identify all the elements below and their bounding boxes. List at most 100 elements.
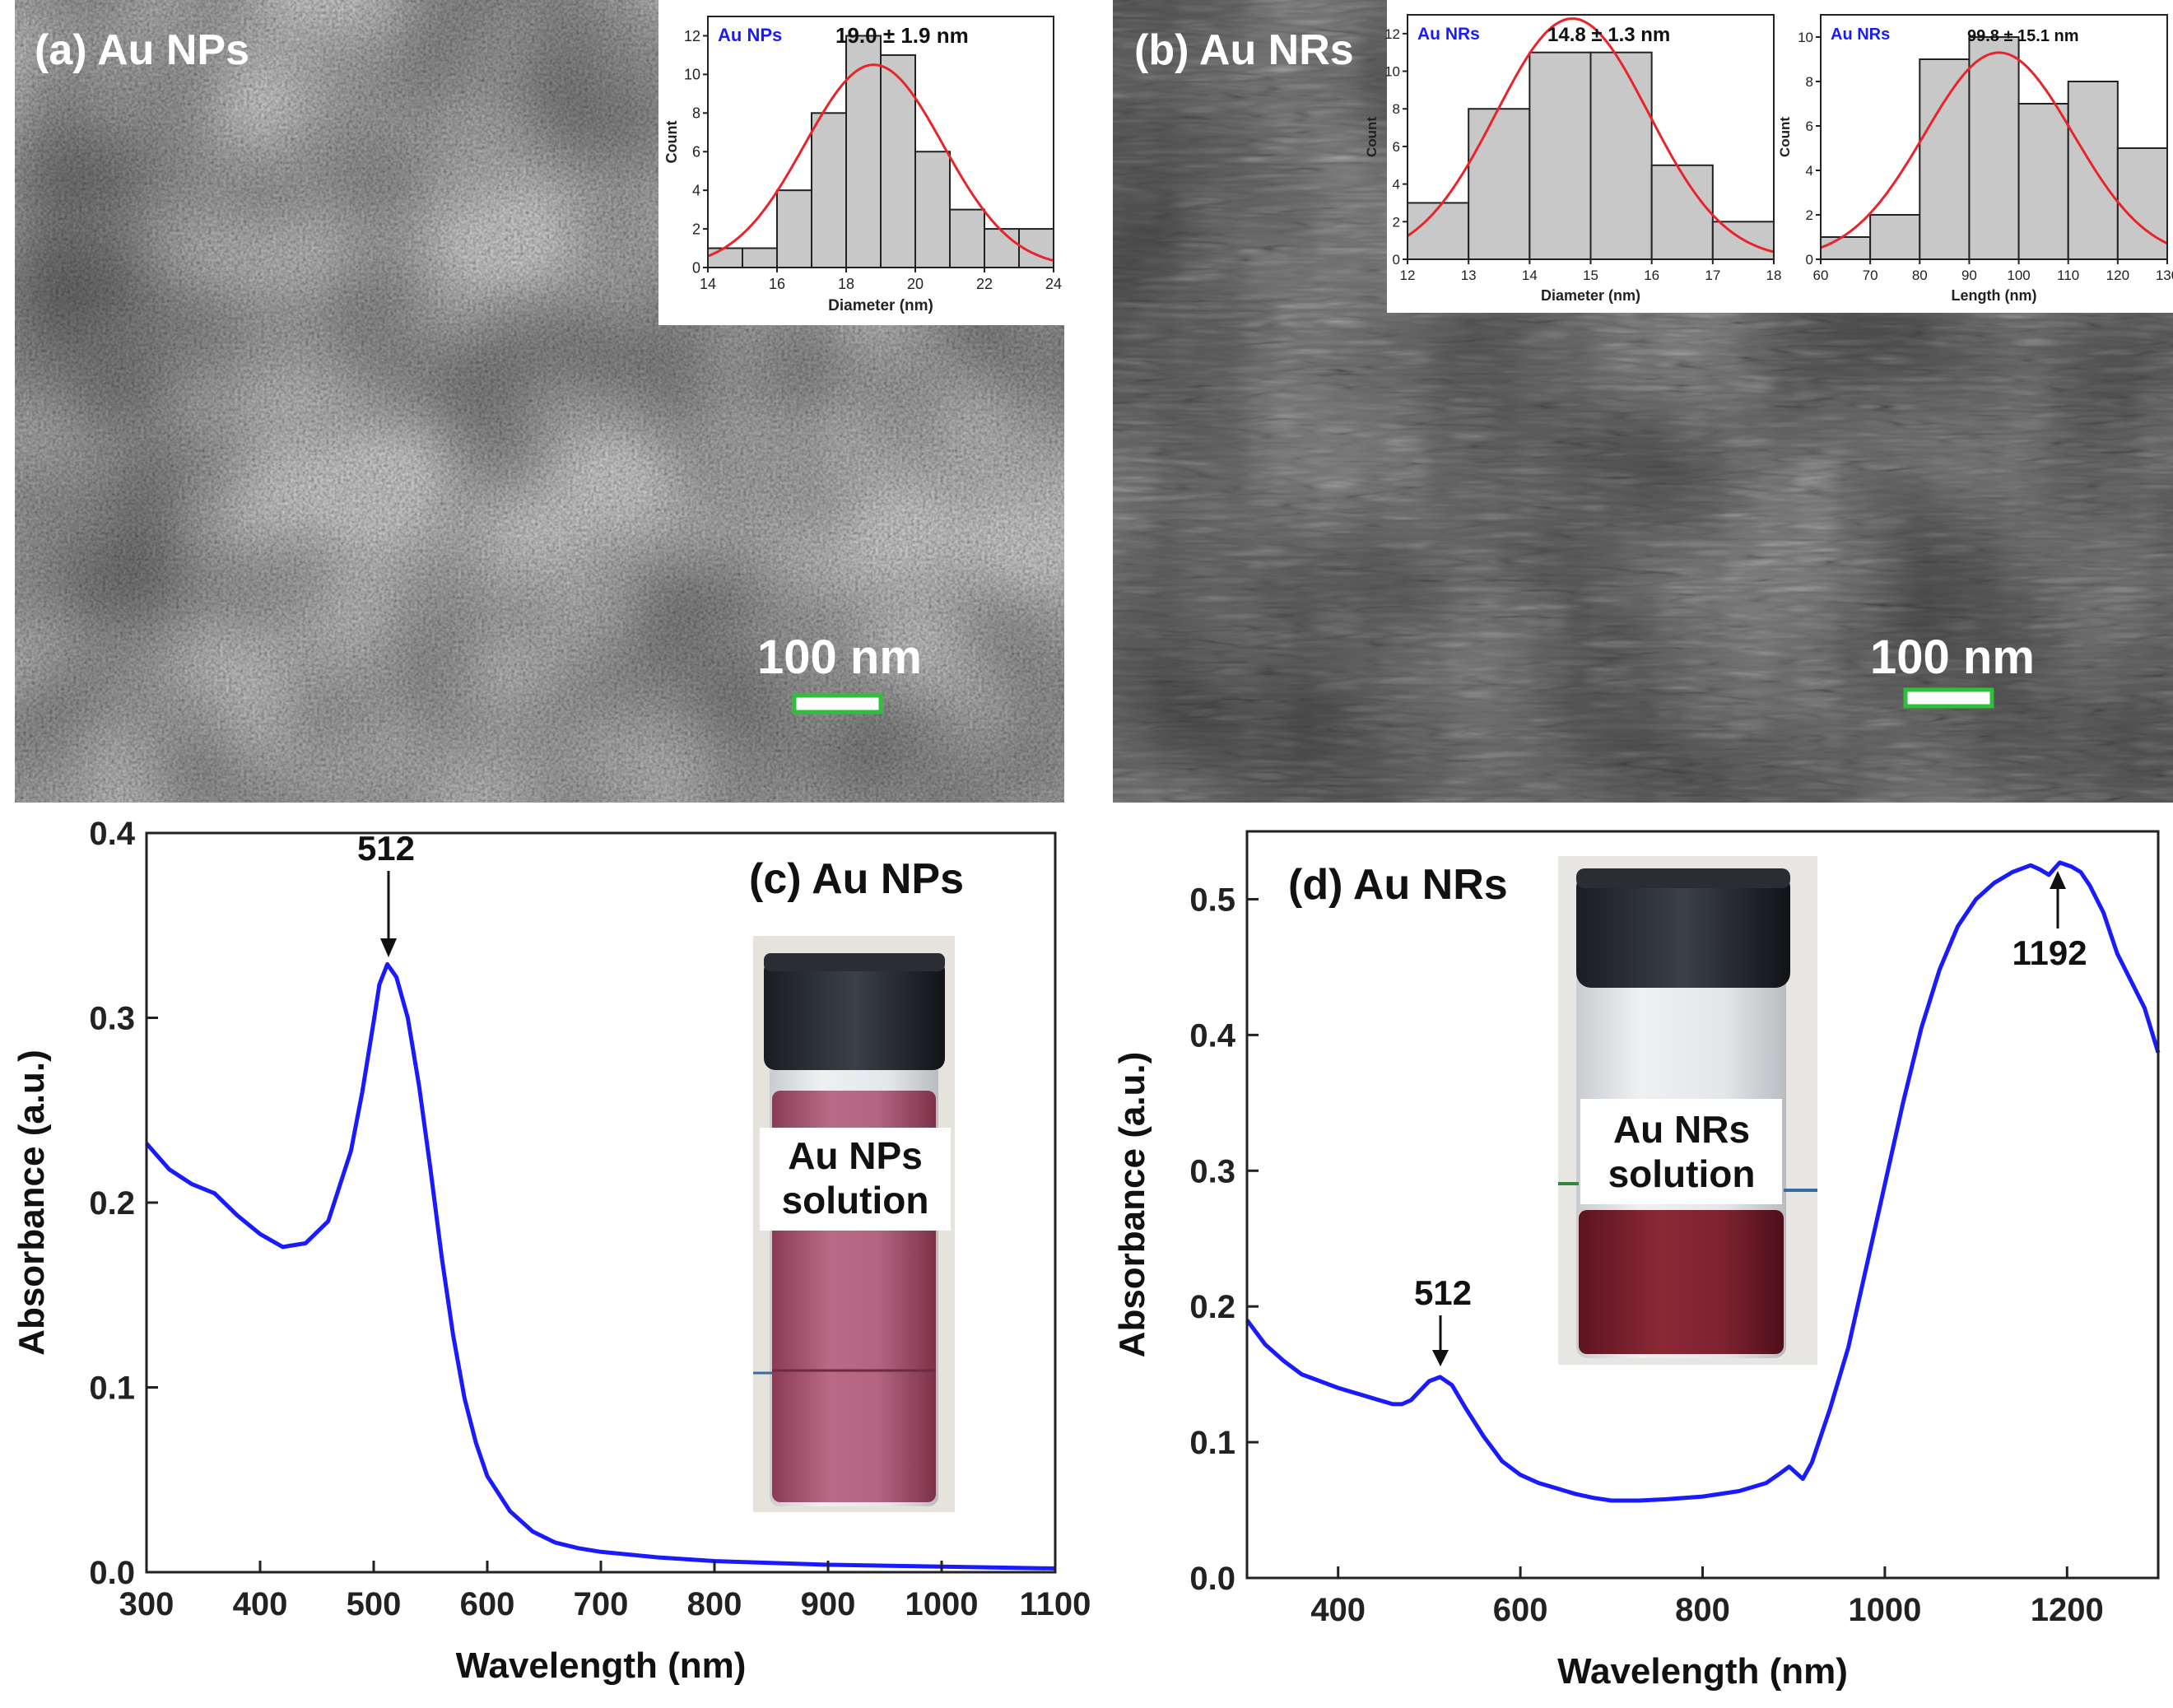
y-tick-label: 8 (692, 105, 700, 122)
spectrum-chart-d: 400 600 800 1000 1200 0.0 0.1 0.2 0.3 0.4 0.5 Wavel… (1112, 830, 2161, 1692)
panel-label-d: (d) Au NRs (1288, 861, 1508, 909)
y-tick-label: 0 (692, 259, 700, 276)
histogram-bar (2067, 81, 2119, 260)
histogram-bar (776, 189, 812, 268)
vial-label-box-c (760, 1128, 951, 1231)
y-tick-label: 6 (692, 144, 700, 161)
histogram-bar (2116, 147, 2169, 260)
absorbance-spectrum-line (145, 961, 1056, 1571)
histogram-bar (984, 228, 1020, 269)
y-tick-label: 8 (1806, 74, 1813, 90)
x-tick-label: 120 (2106, 268, 2129, 283)
x-tick-label: 14 (700, 276, 716, 292)
scale-bar-b: 100 nm (1870, 631, 2035, 709)
y-tick-label: 0.3 (89, 1001, 135, 1037)
spectrum-chart-c: 300 400 500 600 700 800 900 1000 1100 0.0 0.1 0.2 0.… (12, 816, 1091, 1686)
x-tick-label: 18 (1766, 268, 1782, 283)
histogram-bar (707, 247, 743, 268)
x-tick-label: 17 (1705, 268, 1720, 283)
x-tick-label: 1000 (1848, 1592, 1921, 1628)
y-axis-label: Count (663, 121, 680, 164)
peak-label-d2: 1192 (2012, 933, 2087, 972)
vial-label-line1-c: Au NPs (788, 1134, 923, 1177)
y-tick-label: 4 (1393, 177, 1400, 193)
inset-annotation: 99.8 ± 15.1 nm (1967, 27, 2079, 45)
histogram-bar (2017, 103, 2069, 260)
peak-annotation-c: 512 (357, 829, 415, 957)
gaussian-fit-line (1820, 51, 2168, 249)
histogram-bar (914, 151, 951, 268)
x-tick-label: 16 (1644, 268, 1659, 283)
y-tick-label: 8 (1393, 101, 1400, 117)
histogram-inset-b-diameter: 12 13 14 15 16 17 18 0 2 4 6 8 10 12 Diameter (nm) Coun… (1364, 14, 1782, 304)
inset-title: Au NPs (718, 25, 782, 45)
x-tick-label: 1100 (1020, 1586, 1091, 1622)
vial-label-line2-c: solution (782, 1179, 929, 1222)
y-tick-label: 0.4 (1189, 1017, 1235, 1054)
x-tick-label: 130 (2156, 268, 2173, 283)
vial-label-line1-d: Au NRs (1613, 1108, 1750, 1151)
histogram-inset-b-length: 60 70 80 90 100 110 120 130 0 2 4 6 8 10 Length (nm) Co… (1777, 14, 2173, 304)
y-axis-label: Absorbance (a.u.) (1112, 1052, 1152, 1358)
scale-bar-label-a: 100 nm (757, 631, 922, 684)
inset-annotation: 14.8 ± 1.3 nm (1547, 24, 1670, 46)
y-tick-label: 6 (1393, 139, 1400, 155)
histogram-bar (1529, 51, 1592, 260)
histogram-bar (1968, 36, 2020, 260)
gaussian-fit-line (707, 63, 1054, 263)
y-tick-label: 0.0 (89, 1555, 135, 1591)
panel-label-c: (c) Au NPs (749, 855, 964, 903)
peak-annotation-d1: 512 (1414, 1273, 1472, 1366)
vial-photo-c: Au NPs solution (753, 936, 955, 1512)
inset-axes-frame (1820, 14, 2168, 260)
y-tick-label: 0.4 (89, 816, 135, 852)
scale-bar-rect-b (1903, 687, 1994, 709)
y-tick-label: 10 (1798, 30, 1813, 45)
x-tick-label: 14 (1522, 268, 1538, 283)
histogram-bar (811, 112, 847, 268)
y-axis-label: Count (1777, 117, 1793, 157)
panel-label-a: (a) Au NPs (35, 26, 249, 74)
y-tick-label: 0.3 (1189, 1153, 1235, 1189)
y-tick-label: 10 (1384, 63, 1400, 79)
x-tick-label: 18 (838, 276, 854, 292)
inset-title: Au NRs (1831, 26, 1890, 44)
panel-label-b: (b) Au NRs (1134, 26, 1354, 74)
x-tick-label: 1200 (2031, 1592, 2104, 1628)
y-tick-label: 0.1 (89, 1371, 135, 1407)
vial-photo-d: Au NRs solution (1558, 856, 1817, 1365)
peak-annotation-d2: 1192 (2012, 871, 2087, 972)
y-axis-label: Absorbance (a.u.) (12, 1049, 52, 1356)
histogram-bar (1869, 214, 1921, 260)
y-tick-label: 4 (692, 182, 700, 198)
x-tick-label: 16 (769, 276, 785, 292)
x-tick-label: 900 (801, 1586, 856, 1622)
inset-title: Au NRs (1417, 25, 1480, 44)
x-tick-label: 80 (1912, 268, 1928, 283)
histogram-bar (1919, 58, 1971, 260)
y-tick-label: 0.0 (1189, 1561, 1235, 1597)
peak-label-d1: 512 (1414, 1273, 1472, 1312)
y-tick-label: 4 (1806, 163, 1813, 179)
x-tick-label: 800 (687, 1586, 742, 1622)
histogram-bar (1468, 108, 1531, 260)
x-tick-label: 600 (1493, 1592, 1548, 1628)
x-tick-label: 300 (119, 1586, 174, 1622)
y-axis-label: Count (1364, 117, 1380, 157)
gaussian-fit-line (1407, 17, 1775, 254)
scale-bar-rect-a (792, 693, 883, 714)
x-tick-label: 20 (907, 276, 924, 292)
y-tick-label: 0.2 (1189, 1289, 1235, 1325)
x-tick-label: 100 (2007, 268, 2030, 283)
y-tick-label: 0.5 (1189, 882, 1235, 918)
x-tick-label: 12 (1400, 268, 1416, 283)
x-tick-label: 90 (1961, 268, 1977, 283)
histogram-bar (742, 247, 778, 268)
vial-label-box-d (1580, 1099, 1782, 1204)
x-tick-label: 700 (574, 1586, 629, 1622)
y-tick-label: 0 (1393, 252, 1400, 268)
x-tick-label: 70 (1863, 268, 1878, 283)
y-tick-label: 0.1 (1189, 1425, 1235, 1461)
